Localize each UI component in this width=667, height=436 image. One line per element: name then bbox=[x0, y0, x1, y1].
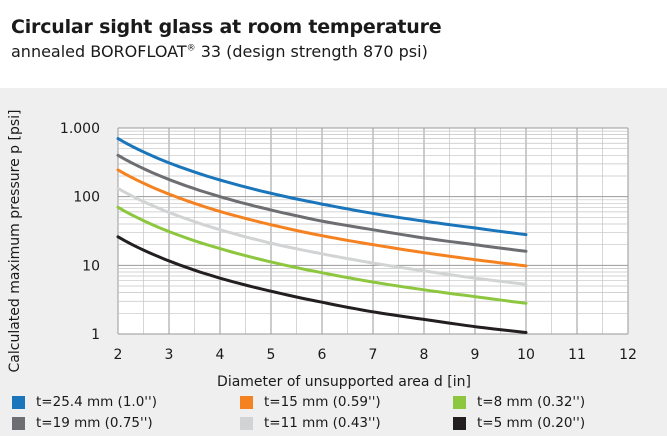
chart-title: Circular sight glass at room temperature bbox=[11, 16, 442, 38]
series-line bbox=[116, 168, 528, 268]
y-tick-label: 10 bbox=[82, 258, 100, 274]
legend-swatch bbox=[12, 417, 25, 430]
legend-swatch bbox=[12, 396, 25, 409]
y-tick-labels: 1.000 100 10 1 bbox=[60, 121, 100, 343]
legend-label: t=11 mm (0.43'') bbox=[264, 415, 381, 431]
x-tick-label: 11 bbox=[568, 347, 586, 363]
line-chart: 1.000 100 10 1 2 3 4 5 6 7 8 9 10 11 12 Calculated ma… bbox=[7, 110, 637, 390]
subtitle-text-rest: 33 (design strength 870 psi) bbox=[195, 42, 428, 61]
registered-mark: ® bbox=[186, 43, 196, 54]
series-line bbox=[116, 137, 528, 237]
x-tick-label: 7 bbox=[369, 347, 378, 363]
x-tick-label: 5 bbox=[267, 347, 276, 363]
series-lines bbox=[116, 137, 528, 334]
series-line bbox=[116, 205, 528, 305]
chart-header: Circular sight glass at room temperature… bbox=[0, 0, 667, 88]
x-tick-label: 3 bbox=[165, 347, 174, 363]
grid-lines bbox=[117, 127, 629, 335]
x-tick-label: 6 bbox=[318, 347, 327, 363]
y-tick-label: 100 bbox=[73, 190, 100, 206]
legend: t=25.4 mm (1.0'') t=15 mm (0.59'') t=8 mm … bbox=[0, 393, 667, 436]
series-line bbox=[116, 153, 528, 253]
legend-label: t=15 mm (0.59'') bbox=[264, 394, 381, 410]
legend-label: t=19 mm (0.75'') bbox=[36, 415, 153, 431]
y-tick-label: 1 bbox=[91, 327, 100, 343]
x-tick-label: 2 bbox=[114, 347, 123, 363]
legend-label: t=5 mm (0.20'') bbox=[477, 415, 586, 431]
x-axis-label: Diameter of unsupported area d [in] bbox=[217, 374, 471, 390]
x-tick-label: 4 bbox=[216, 347, 225, 363]
legend-label: t=8 mm (0.32'') bbox=[477, 394, 586, 410]
x-tick-label: 12 bbox=[619, 347, 637, 363]
y-axis-label: Calculated maximum pressure p [psi] bbox=[7, 110, 23, 373]
x-tick-label: 9 bbox=[471, 347, 480, 363]
legend-swatch bbox=[453, 417, 466, 430]
x-tick-labels: 2 3 4 5 6 7 8 9 10 11 12 bbox=[114, 347, 637, 363]
legend-swatch bbox=[453, 396, 466, 409]
series-line bbox=[116, 186, 528, 286]
legend-label: t=25.4 mm (1.0'') bbox=[36, 394, 157, 410]
subtitle-text: annealed BOROFLOAT bbox=[11, 42, 187, 61]
legend-swatch bbox=[240, 396, 253, 409]
series-line bbox=[116, 235, 528, 334]
chart-subtitle: annealed BOROFLOAT® 33 (design strength … bbox=[11, 42, 428, 61]
x-tick-label: 8 bbox=[420, 347, 429, 363]
y-tick-label: 1.000 bbox=[60, 121, 100, 137]
legend-swatch bbox=[240, 417, 253, 430]
x-tick-label: 10 bbox=[517, 347, 535, 363]
